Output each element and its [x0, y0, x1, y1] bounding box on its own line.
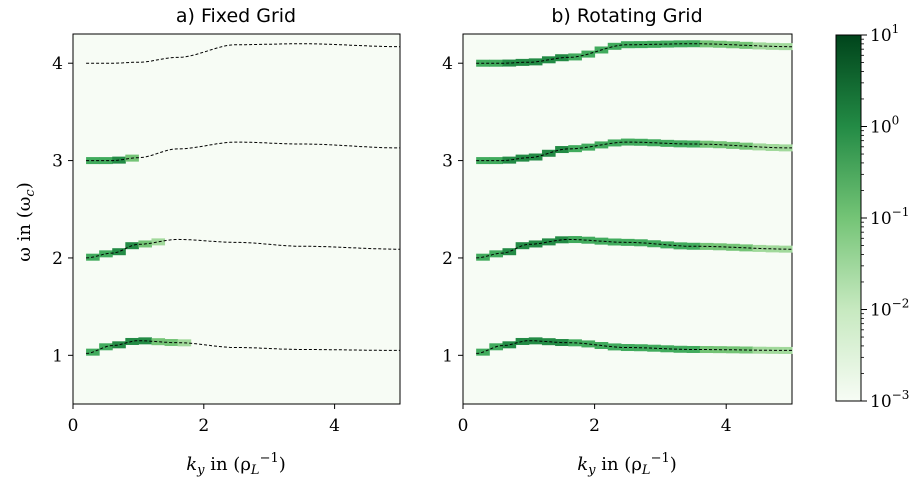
heatmap-cell [699, 242, 714, 250]
dispersion-curve [476, 43, 792, 64]
heatmap-cell [686, 140, 701, 148]
heatmap-cell [765, 346, 780, 354]
x-tick-label: 4 [721, 416, 732, 436]
dispersion-curve [476, 238, 792, 259]
heatmap-cell [726, 346, 740, 354]
heatmap-cell [647, 139, 661, 147]
heatmap-cell [726, 141, 740, 149]
x-tick-label: 2 [589, 416, 600, 436]
heatmap-cell [125, 242, 139, 250]
heatmap-cell [620, 344, 635, 352]
heatmap-cell [528, 58, 543, 66]
heatmap-cell [151, 238, 166, 246]
colorbar-gradient [835, 34, 862, 402]
x-axis-label-rotating-grid: ky in (ρL−1) [577, 451, 677, 478]
dispersion-curve [86, 43, 400, 64]
heatmap-cell [541, 238, 556, 246]
heatmap-cell [647, 40, 661, 48]
heatmap-cell [726, 41, 740, 49]
x-axis-label-fixed-grid: ky in (ρL−1) [186, 451, 286, 478]
heatmap-cell [568, 53, 582, 61]
panel-fixed-grid: a) Fixed Grid 0 2 4 1 2 3 4 ky in (ρL−1) [52, 5, 401, 478]
heatmap-cell [765, 144, 780, 152]
heatmap-cell [528, 153, 543, 161]
colorbar-tick-label: 100 [870, 114, 899, 138]
heatmap-cell [765, 245, 780, 253]
heatmap-cell [502, 341, 517, 349]
y-tick-label: 4 [442, 54, 453, 74]
heatmap-cell [502, 248, 517, 256]
heatmap-cell [502, 59, 517, 67]
x-tick-label: 0 [68, 416, 79, 436]
heatmap-cell [489, 59, 503, 67]
heatmap-cell [151, 338, 166, 346]
y-tick-label: 3 [442, 152, 453, 172]
heatmap-cell [515, 337, 530, 345]
heatmap-cell [620, 238, 635, 246]
ticks-rotating-grid: 0 2 4 1 2 3 4 [442, 54, 731, 436]
colorbar-ticks: 101 100 10−1 10−2 10−3 [861, 22, 909, 412]
heatmap-cell [502, 156, 517, 164]
ticks-fixed-grid: 0 2 4 1 2 3 4 [52, 54, 340, 436]
heatmap-cell [726, 243, 740, 251]
colorbar-tick-label: 10−3 [870, 388, 909, 412]
x-tick-label: 0 [458, 416, 469, 436]
heatmap-cell [686, 345, 701, 353]
heatmap-cell [489, 157, 503, 165]
colorbar: 101 100 10−1 10−2 10−3 [835, 22, 909, 412]
colorbar-tick-label: 101 [870, 22, 899, 46]
panel-title-rotating-grid: b) Rotating Grid [551, 5, 702, 27]
y-tick-label: 2 [442, 249, 453, 269]
heatmap-cell [660, 40, 675, 48]
heatmap-cell [765, 42, 780, 50]
y-tick-label: 2 [52, 249, 63, 269]
heatmap-cell [515, 242, 530, 250]
heatmap-cell [620, 138, 635, 146]
heatmap-cell [541, 149, 556, 157]
y-tick-label: 1 [52, 346, 63, 366]
panel-rotating-grid: b) Rotating Grid 0 2 4 1 2 3 4 ky in (ρL−1) [442, 5, 793, 478]
heatmap-cell [541, 338, 556, 346]
heatmap-cell [555, 236, 569, 244]
y-axis-label: ω in (ωc) [14, 182, 38, 261]
heatmap-cell [620, 41, 635, 49]
y-tick-label: 1 [442, 346, 453, 366]
x-tick-label: 4 [329, 416, 340, 436]
panel-title-fixed-grid: a) Fixed Grid [176, 5, 296, 27]
heatmap-cell [660, 345, 675, 353]
heatmap-cell [581, 143, 596, 151]
y-tick-label: 3 [52, 152, 63, 172]
dispersion-curve [476, 340, 792, 354]
heatmap-cell [99, 157, 113, 165]
heatmap-cell [581, 236, 596, 244]
dispersion-curve [476, 141, 792, 162]
curves-fixed-grid [86, 43, 400, 354]
curves-rotating-grid [476, 43, 792, 354]
colorbar-tick-label: 10−2 [870, 297, 909, 321]
heatmap-cell [686, 40, 701, 48]
x-tick-label: 2 [198, 416, 209, 436]
y-tick-label: 4 [52, 54, 63, 74]
heatmap-cell [581, 340, 596, 348]
heatmap-cell [112, 248, 126, 256]
dispersion-curve [86, 141, 400, 162]
heatmap-cell [660, 241, 675, 249]
plot-area-fixed-grid [72, 33, 401, 405]
colorbar-tick-label: 10−1 [870, 205, 909, 229]
heatmap-cell [112, 341, 126, 349]
